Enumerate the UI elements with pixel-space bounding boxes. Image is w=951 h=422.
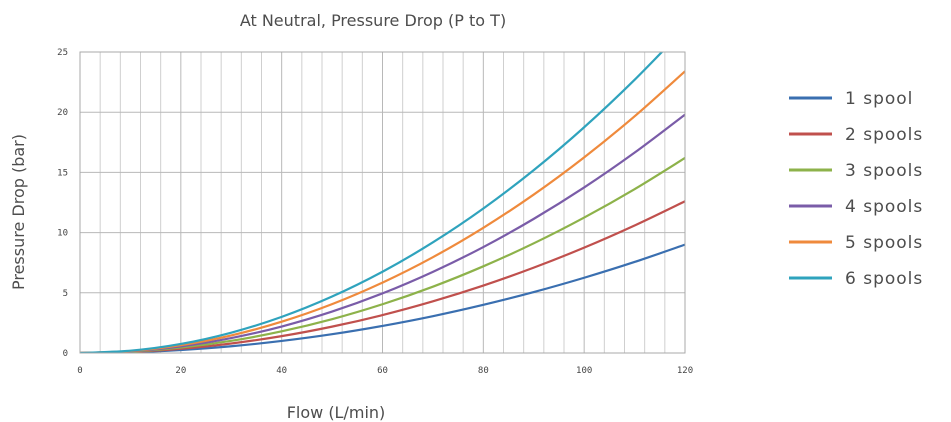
y-tick-labels: 0 5 10 15 20 25: [57, 48, 68, 359]
x-tick-label: 60: [377, 366, 388, 376]
x-tick-label: 80: [478, 366, 489, 376]
series-line-2: [80, 200, 685, 353]
y-tick-label: 5: [63, 289, 68, 299]
series-line-6: [80, 52, 664, 353]
series-lines: [80, 52, 685, 353]
y-tick-label: 0: [63, 349, 68, 359]
legend-label-5: 5 spools: [845, 233, 923, 253]
chart-title: At Neutral, Pressure Drop (P to T): [240, 11, 506, 30]
y-axis-label: Pressure Drop (bar): [9, 134, 28, 290]
x-tick-label: 20: [175, 366, 186, 376]
legend-label-4: 4 spools: [845, 197, 923, 217]
x-tick-label: 0: [77, 366, 82, 376]
x-axis-label: Flow (L/min): [287, 403, 386, 422]
grid: [80, 52, 685, 353]
legend-label-1: 1 spool: [845, 89, 913, 109]
x-tick-labels: 0 20 40 60 80 100 120: [77, 366, 693, 376]
legend-label-3: 3 spools: [845, 161, 923, 181]
legend: 1 spool 2 spools 3 spools 4 spools 5 spools 6…: [789, 89, 923, 289]
legend-label-2: 2 spools: [845, 125, 923, 145]
y-tick-label: 10: [57, 229, 68, 239]
y-tick-label: 25: [57, 48, 68, 58]
x-tick-label: 120: [677, 366, 693, 376]
y-tick-label: 20: [57, 108, 68, 118]
series-line-1: [80, 243, 685, 353]
y-tick-label: 15: [57, 168, 68, 178]
series-line-5: [80, 70, 685, 353]
x-tick-label: 40: [276, 366, 287, 376]
series-line-3: [80, 157, 685, 353]
legend-label-6: 6 spools: [845, 269, 923, 289]
plot-frame: [79, 51, 686, 354]
plot-area: [79, 51, 686, 354]
series-line-4: [80, 113, 685, 353]
x-tick-label: 100: [576, 366, 592, 376]
